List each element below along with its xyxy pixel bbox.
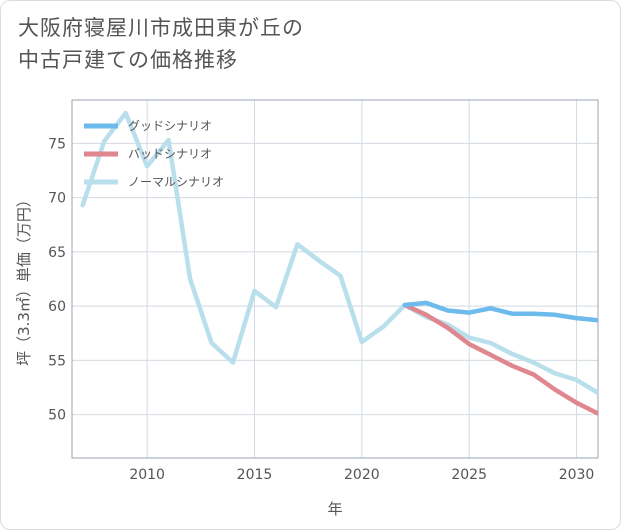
y-tick-label: 55 xyxy=(48,353,66,369)
chart-title-line-1: 大阪府寝屋川市成田東が丘の xyxy=(18,16,304,40)
x-axis-label: 年 xyxy=(327,500,342,518)
chart-title-line-2: 中古戸建ての価格推移 xyxy=(18,48,238,72)
chart-title: 大阪府寝屋川市成田東が丘の 中古戸建ての価格推移 xyxy=(18,12,304,76)
plot-area-frame xyxy=(71,99,599,459)
x-tick-label: 2020 xyxy=(344,467,380,483)
x-tick-label: 2010 xyxy=(129,467,165,483)
legend-label-0: グッドシナリオ xyxy=(128,119,212,133)
legend-label-1: バッドシナリオ xyxy=(128,147,212,161)
y-tick-label: 50 xyxy=(48,408,66,424)
series-line-1 xyxy=(402,302,598,416)
x-tick-label: 2025 xyxy=(451,467,487,483)
series-line-2 xyxy=(80,110,598,396)
series-line-0 xyxy=(402,300,598,323)
axis-ticks: 2010 2015 2020 2025 2030 50 55 60 65 70 75 xyxy=(48,136,594,483)
grid-lines xyxy=(72,100,598,458)
y-axis-label: 坪（3.3㎡）単価（万円） xyxy=(15,192,33,366)
y-tick-label: 70 xyxy=(48,191,66,207)
legend-label-2: ノーマルシナリオ xyxy=(128,175,224,189)
series-lines xyxy=(80,110,598,416)
x-tick-label: 2030 xyxy=(559,467,595,483)
y-tick-label: 65 xyxy=(48,245,66,261)
y-tick-label: 60 xyxy=(48,299,66,315)
x-tick-label: 2015 xyxy=(237,467,273,483)
y-tick-label: 75 xyxy=(48,136,66,152)
